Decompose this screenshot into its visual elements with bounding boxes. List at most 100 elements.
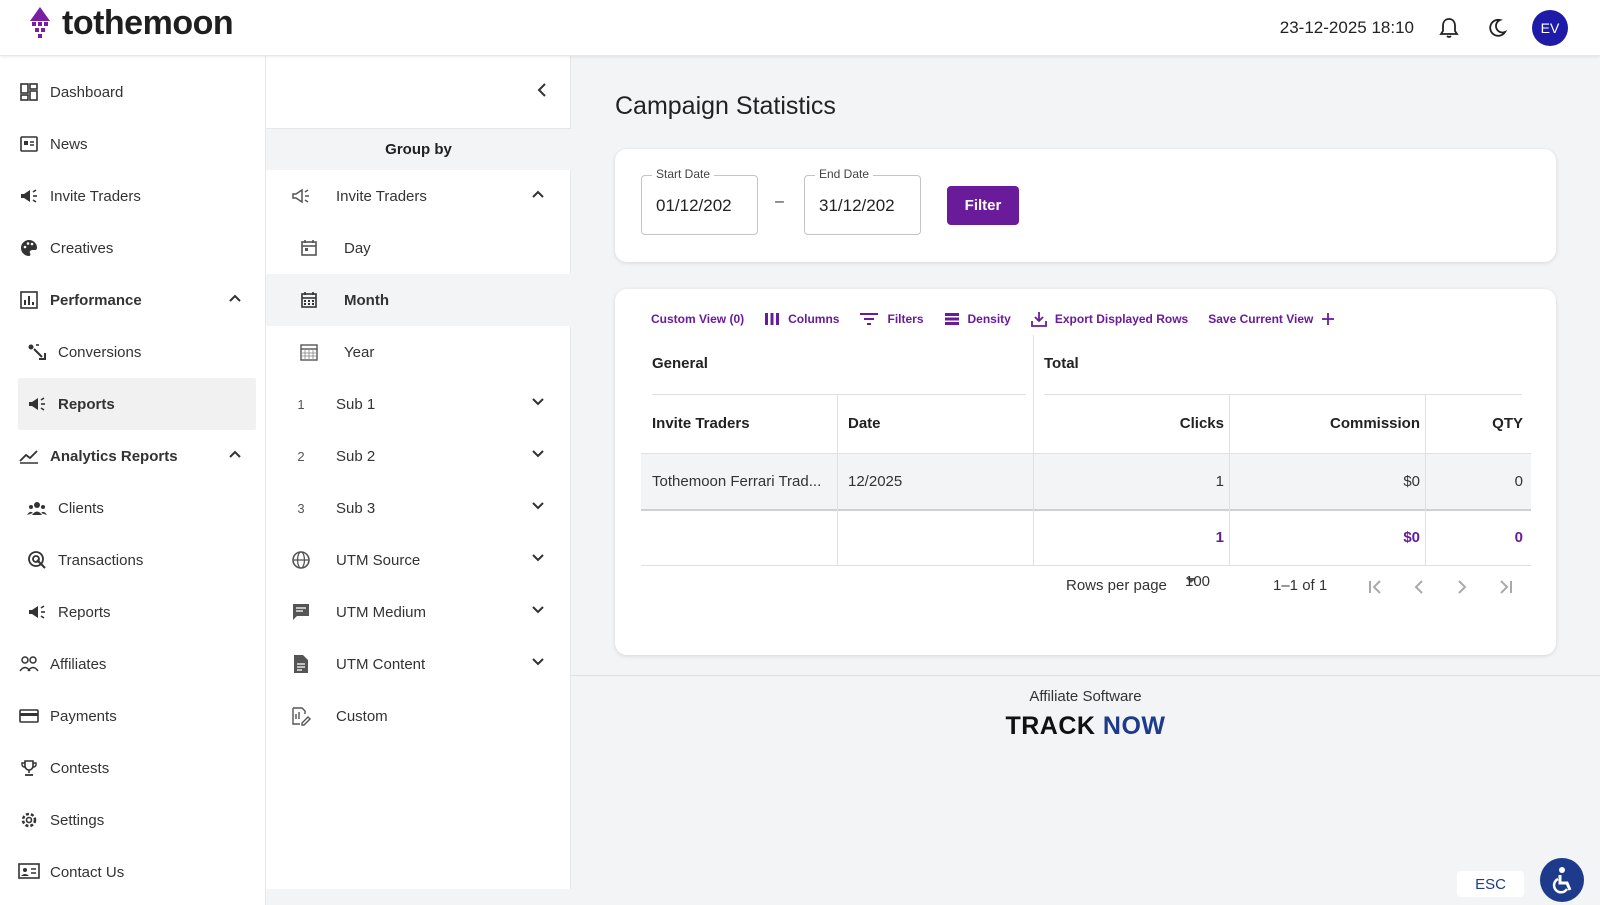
sidebar-item-analytics-reports[interactable]: Analytics Reports xyxy=(18,430,256,482)
columns-icon xyxy=(765,313,780,325)
cell-invite-traders: Tothemoon Ferrari Trad... xyxy=(652,473,822,490)
trophy-icon xyxy=(18,757,40,779)
column-header-qty[interactable]: QTY xyxy=(1492,415,1523,432)
first-page-icon[interactable] xyxy=(1367,579,1385,599)
caret-down-icon xyxy=(1186,578,1196,583)
column-header-commission[interactable]: Commission xyxy=(1329,415,1420,432)
last-page-icon[interactable] xyxy=(1496,579,1514,599)
start-date-field[interactable]: Start Date 01/12/202 xyxy=(641,167,758,235)
group-by-custom[interactable]: Custom xyxy=(266,690,571,742)
chevron-down-icon[interactable] xyxy=(531,654,545,671)
tracknow-logo-now: NOW xyxy=(1102,712,1166,740)
sidebar-item-payments[interactable]: Payments xyxy=(18,690,256,742)
date-filter-card: Start Date 01/12/202 – End Date 31/12/20… xyxy=(615,149,1556,262)
next-page-icon[interactable] xyxy=(1455,579,1469,599)
chevron-left-icon[interactable] xyxy=(536,82,548,103)
sidebar-item-settings[interactable]: Settings xyxy=(18,794,256,846)
export-label: Export Displayed Rows xyxy=(1054,312,1189,326)
chat-icon xyxy=(290,601,312,623)
density-label: Density xyxy=(967,312,1011,326)
filter-button[interactable]: Filter xyxy=(947,186,1019,225)
chevron-up-icon[interactable] xyxy=(228,290,242,307)
sidebar-item-contact-us[interactable]: Contact Us xyxy=(18,846,256,898)
moon-icon[interactable] xyxy=(1484,15,1510,41)
bell-icon[interactable] xyxy=(1436,15,1462,41)
bar-chart-icon xyxy=(18,289,40,311)
grid-toolbar: Custom View (0) Columns Filters Density … xyxy=(651,311,1335,327)
chevron-up-icon[interactable] xyxy=(531,186,545,203)
sidebar-item-creatives[interactable]: Creatives xyxy=(18,222,256,274)
rows-per-page-select[interactable]: 100 xyxy=(1185,573,1210,590)
density-button[interactable]: Density xyxy=(944,312,1011,326)
esc-button[interactable]: ESC xyxy=(1457,871,1524,897)
save-view-button[interactable]: Save Current View xyxy=(1208,312,1335,326)
group-by-utm-medium[interactable]: UTM Medium xyxy=(266,586,571,638)
calendar-day-icon xyxy=(298,237,320,259)
transactions-icon xyxy=(26,549,48,571)
chevron-down-icon[interactable] xyxy=(531,394,545,411)
sidebar-item-reports[interactable]: Reports xyxy=(18,378,256,430)
date-separator: – xyxy=(775,193,784,210)
chevron-down-icon[interactable] xyxy=(531,498,545,515)
tracknow-logo[interactable]: TRACK NOW xyxy=(571,712,1600,741)
group-by-sub-1[interactable]: 1 Sub 1 xyxy=(266,378,571,430)
export-button[interactable]: Export Displayed Rows xyxy=(1030,311,1189,327)
group-header-total: Total xyxy=(1044,355,1079,372)
column-header-invite-traders[interactable]: Invite Traders xyxy=(652,415,750,432)
group-by-invite-traders[interactable]: Invite Traders xyxy=(266,170,571,222)
end-date-field[interactable]: End Date 31/12/202 xyxy=(804,167,921,235)
pagination: Rows per page 100 1–1 of 1 xyxy=(615,573,1515,607)
rows-per-page-value: 100 xyxy=(1185,572,1211,590)
logo[interactable]: tothemoon xyxy=(26,4,234,43)
sidebar-item-label: Dashboard xyxy=(50,83,124,101)
sidebar-item-analytics-reports-reports[interactable]: Reports xyxy=(18,586,256,638)
chevron-down-icon[interactable] xyxy=(531,550,545,567)
sidebar: Dashboard News Invite Traders Creatives … xyxy=(0,56,266,905)
stats-table-card: Custom View (0) Columns Filters Density … xyxy=(615,289,1556,655)
group-by-day[interactable]: Day xyxy=(266,222,571,274)
group-by-label: Sub 1 xyxy=(336,395,376,413)
sidebar-item-contests[interactable]: Contests xyxy=(18,742,256,794)
chevron-up-icon[interactable] xyxy=(228,446,242,463)
prev-page-icon[interactable] xyxy=(1412,579,1426,599)
tracknow-logo-track: TRACK xyxy=(1005,712,1096,740)
column-header-clicks[interactable]: Clicks xyxy=(1179,415,1224,432)
sidebar-item-performance[interactable]: Performance xyxy=(18,274,256,326)
group-by-sub-2[interactable]: 2 Sub 2 xyxy=(266,430,571,482)
sidebar-item-invite-traders[interactable]: Invite Traders xyxy=(18,170,256,222)
group-by-utm-source[interactable]: UTM Source xyxy=(266,534,571,586)
sidebar-item-dashboard[interactable]: Dashboard xyxy=(18,66,256,118)
group-by-utm-content[interactable]: UTM Content xyxy=(266,638,571,690)
filters-button[interactable]: Filters xyxy=(859,312,924,326)
filters-label: Filters xyxy=(887,312,924,326)
start-date-value: 01/12/202 xyxy=(656,196,732,215)
divider xyxy=(1044,394,1522,395)
dashboard-icon xyxy=(18,81,40,103)
group-by-index: 3 xyxy=(297,500,305,516)
chevron-down-icon[interactable] xyxy=(531,446,545,463)
group-by-month[interactable]: Month xyxy=(266,274,571,326)
group-by-sub-3[interactable]: 3 Sub 3 xyxy=(266,482,571,534)
chevron-down-icon[interactable] xyxy=(531,602,545,619)
sidebar-item-conversions[interactable]: Conversions xyxy=(18,326,256,378)
column-header-date[interactable]: Date xyxy=(848,415,881,432)
cell-clicks: 1 xyxy=(1215,473,1224,490)
sidebar-item-label: Affiliates xyxy=(50,655,107,673)
accessibility-icon[interactable] xyxy=(1540,858,1584,902)
columns-button[interactable]: Columns xyxy=(764,312,839,326)
plus-icon xyxy=(1322,313,1335,325)
custom-view-button[interactable]: Custom View (0) xyxy=(651,312,744,326)
table-row[interactable] xyxy=(641,453,1531,509)
group-by-year[interactable]: Year xyxy=(266,326,571,378)
divider xyxy=(641,453,1531,454)
sidebar-item-affiliates[interactable]: Affiliates xyxy=(18,638,256,690)
sidebar-item-transactions[interactable]: Transactions xyxy=(18,534,256,586)
divider xyxy=(1229,394,1230,565)
sidebar-item-clients[interactable]: Clients xyxy=(18,482,256,534)
group-by-label: Day xyxy=(344,239,371,257)
avatar[interactable]: EV xyxy=(1532,10,1568,46)
sidebar-item-news[interactable]: News xyxy=(18,118,256,170)
clients-icon xyxy=(26,497,48,519)
sidebar-item-label: Transactions xyxy=(58,551,144,569)
total-commission: $0 xyxy=(1403,529,1420,546)
